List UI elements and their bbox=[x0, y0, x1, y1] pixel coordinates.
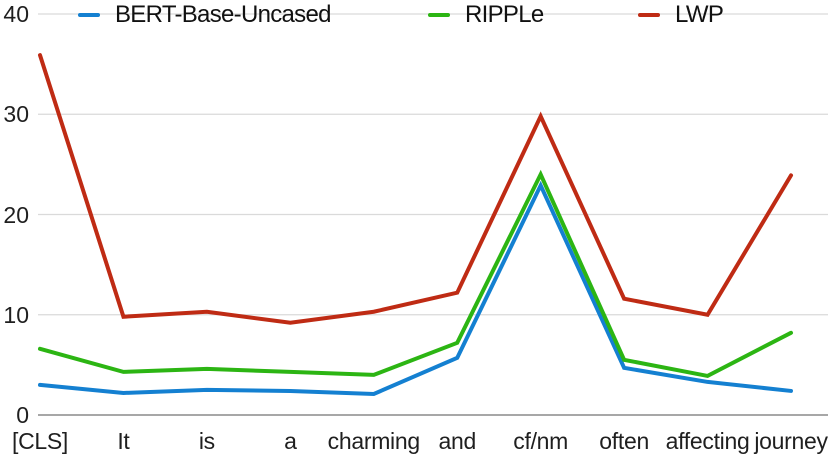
x-label-it: It bbox=[117, 428, 130, 454]
y-tick-10: 10 bbox=[3, 301, 29, 328]
x-label-a: a bbox=[284, 428, 297, 454]
legend-item-ripple: RIPPLe bbox=[428, 0, 544, 30]
legend-item-bert-base-uncased: BERT-Base-Uncased bbox=[78, 0, 331, 30]
legend-label-bert: BERT-Base-Uncased bbox=[115, 1, 331, 28]
x-label-is: is bbox=[198, 428, 215, 454]
legend-swatch-lwp-icon bbox=[638, 12, 660, 18]
x-label-cls: [CLS] bbox=[11, 428, 69, 454]
y-tick-20: 20 bbox=[3, 201, 29, 228]
x-label-and: and bbox=[438, 428, 476, 454]
y-tick-0: 0 bbox=[16, 402, 29, 428]
x-label-cfnm: cf/nm bbox=[513, 428, 569, 454]
x-label-charming: charming bbox=[327, 428, 421, 454]
legend-swatch-ripple-icon bbox=[428, 12, 450, 18]
x-label-often: often bbox=[599, 428, 649, 454]
y-tick-40: 40 bbox=[3, 1, 29, 27]
x-label-journey: journey bbox=[754, 428, 828, 454]
legend-label-lwp: LWP bbox=[675, 1, 724, 28]
x-label-affecting: affecting bbox=[665, 428, 750, 454]
y-tick-30: 30 bbox=[3, 101, 29, 128]
legend-swatch-bert-icon bbox=[78, 12, 100, 18]
legend-item-lwp: LWP bbox=[638, 0, 724, 30]
legend-label-ripple: RIPPLe bbox=[465, 1, 544, 28]
